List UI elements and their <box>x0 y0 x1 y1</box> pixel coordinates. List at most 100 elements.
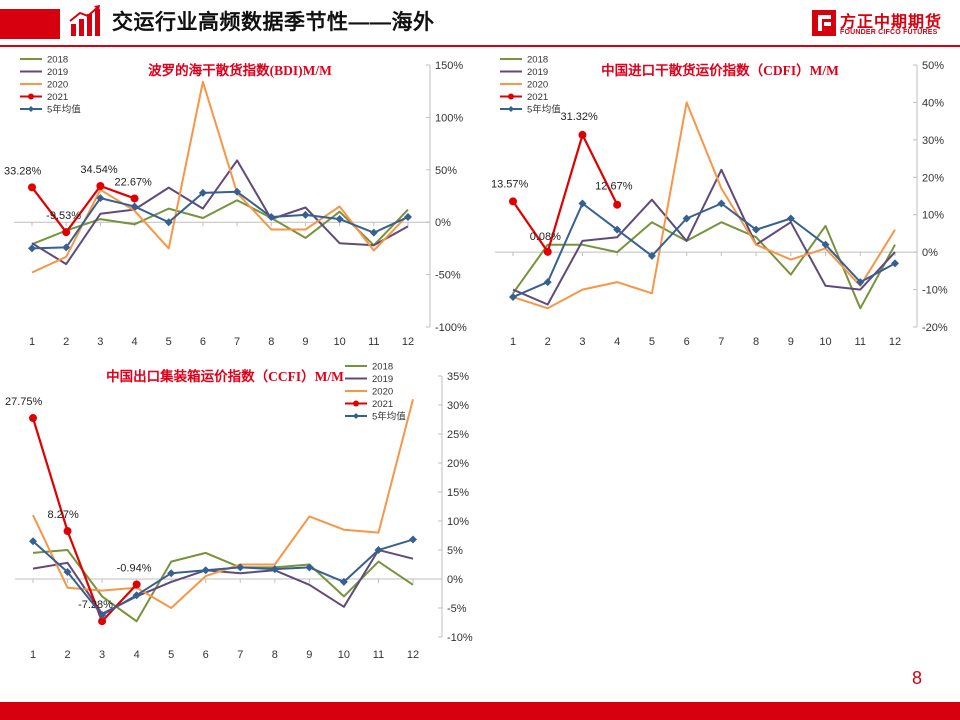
cdfi-x-tick-label: 10 <box>819 336 831 348</box>
ccfi-point-avg <box>339 577 348 586</box>
bdi-x-tick-label: 8 <box>268 336 274 348</box>
ccfi-point-avg <box>98 610 107 619</box>
company-logo: 方正中期期货 FOUNDER CIFCO FUTURES <box>812 8 952 40</box>
cdfi-legend-label: 2018 <box>527 55 548 66</box>
cdfi-point-avg <box>682 214 691 223</box>
bdi-data-label: 33.28% <box>4 165 42 177</box>
logo-mark-icon <box>812 10 836 36</box>
cdfi-series-line-3 <box>512 133 619 253</box>
cdfi-data-label: 0.08% <box>530 231 561 243</box>
ccfi-chart: -10%-5%0%5%10%15%20%25%30%35%1 2 3 4 5 6 7 8 9 10… <box>5 362 473 662</box>
header-accent-bar <box>0 9 60 39</box>
ccfi-x-tick-label: 9 <box>306 649 312 661</box>
cdfi-x-tick-label: 5 <box>649 336 655 348</box>
bdi-point-avg <box>267 212 276 221</box>
ccfi-legend-label: 2021 <box>372 399 393 410</box>
ccfi-x-tick-label: 2 <box>64 649 70 661</box>
bdi-point-avg <box>164 218 173 227</box>
bdi-point-2021 <box>96 182 105 191</box>
ccfi-data-label: -0.94% <box>117 562 152 574</box>
cdfi-data-label: 31.32% <box>560 111 598 123</box>
cdfi-y-tick-label: 10% <box>922 210 944 222</box>
bdi-y-tick-label: 50% <box>435 165 457 177</box>
cdfi-data-label: 12.67% <box>595 181 633 193</box>
ccfi-x-tick-label: 10 <box>338 649 350 661</box>
bdi-point-avg <box>130 202 139 211</box>
ccfi-x-tick-label: 11 <box>373 649 384 661</box>
ccfi-x-tick-label: 7 <box>237 649 243 661</box>
ccfi-y-tick-label: 15% <box>447 487 469 499</box>
logo-name: 方正中期期货 <box>840 14 943 31</box>
bdi-x-tick-label: 6 <box>200 336 206 348</box>
bdi-legend-label: 2020 <box>47 80 68 91</box>
ccfi-x-tick-label: 8 <box>272 649 278 661</box>
bdi-y-tick-label: 100% <box>435 112 463 124</box>
ccfi-x-tick-label: 12 <box>407 649 419 661</box>
ccfi-y-tick-label: 25% <box>447 429 469 441</box>
cdfi-point-2021 <box>578 130 587 139</box>
ccfi-y-tick-label: -5% <box>447 603 467 615</box>
cdfi-point-avg <box>717 199 726 208</box>
ccfi-series-line-3 <box>31 417 138 623</box>
bdi-series-line-4 <box>31 190 409 250</box>
ccfi-y-tick-label: 35% <box>447 371 469 383</box>
ccfi-point-2021 <box>98 617 107 626</box>
cdfi-x-tick-label: 4 <box>614 336 620 348</box>
ccfi-point-avg <box>270 565 279 574</box>
cdfi-point-avg <box>821 240 830 249</box>
ccfi-x-tick-label: 4 <box>134 649 140 661</box>
cdfi-point-avg <box>578 199 587 208</box>
cdfi-y-tick-label: 20% <box>922 172 944 184</box>
ccfi-series-line-0 <box>32 549 414 623</box>
cdfi-x-tick-label: 1 <box>510 336 516 348</box>
bdi-series-line-2 <box>31 80 409 274</box>
ccfi-chart-title: 中国出口集装箱运价指数（CCFI）M/M <box>106 368 344 384</box>
bdi-chart-title: 波罗的海干散货指数(BDI)M/M <box>148 62 332 78</box>
cdfi-x-tick-label: 11 <box>855 336 866 348</box>
cdfi-y-tick-label: 40% <box>922 97 944 109</box>
cdfi-series-line-1 <box>512 168 896 306</box>
ccfi-legend-marker <box>353 400 359 407</box>
ccfi-point-avg <box>374 546 383 554</box>
bdi-point-avg <box>198 188 207 197</box>
bdi-y-tick-label: 0% <box>435 217 451 229</box>
cdfi-data-label: 13.57% <box>491 178 529 190</box>
cdfi-point-avg <box>891 259 899 268</box>
ccfi-y-tick-label: 20% <box>447 458 469 470</box>
bdi-legend-marker <box>28 106 34 112</box>
cdfi-point-2021 <box>613 200 622 209</box>
cdfi-x-tick-label: 7 <box>718 336 724 348</box>
bdi-x-tick-label: 7 <box>234 336 240 348</box>
ccfi-point-avg <box>201 566 210 575</box>
ccfi-point-avg <box>409 535 417 544</box>
ccfi-point-avg <box>63 568 72 577</box>
logo-name-en: FOUNDER CIFCO FUTURES <box>840 29 938 36</box>
bdi-legend-label: 2018 <box>47 55 68 66</box>
ccfi-y-tick-label: -10% <box>447 632 473 644</box>
bdi-x-tick-label: 10 <box>334 336 346 348</box>
bdi-point-2021 <box>62 228 71 237</box>
bdi-x-tick-label: 3 <box>97 336 103 348</box>
cdfi-series-line-0 <box>512 221 896 310</box>
bdi-legend-label: 5年均值 <box>47 104 81 116</box>
cdfi-x-tick-label: 8 <box>753 336 759 348</box>
cdfi-legend-label: 2019 <box>527 67 548 78</box>
ccfi-series-line-2 <box>32 398 414 609</box>
header-divider <box>0 45 960 47</box>
cdfi-legend-label: 5年均值 <box>527 104 561 116</box>
bdi-y-tick-label: -50% <box>435 270 461 282</box>
cdfi-y-tick-label: 30% <box>922 135 944 147</box>
ccfi-y-tick-label: 5% <box>447 545 463 557</box>
cdfi-point-avg <box>613 225 622 234</box>
bdi-legend-label: 2019 <box>47 67 68 78</box>
bdi-point-2021 <box>130 194 139 203</box>
bdi-point-avg <box>369 228 378 237</box>
cdfi-point-avg <box>543 278 552 287</box>
cdfi-point-avg <box>647 251 656 260</box>
cdfi-x-tick-label: 2 <box>545 336 551 348</box>
cdfi-y-tick-label: 50% <box>922 60 944 72</box>
bdi-data-label: -9.53% <box>46 210 81 222</box>
bdi-x-tick-label: 12 <box>402 336 414 348</box>
cdfi-series-line-4 <box>512 202 896 299</box>
ccfi-data-label: 8.27% <box>48 509 79 521</box>
